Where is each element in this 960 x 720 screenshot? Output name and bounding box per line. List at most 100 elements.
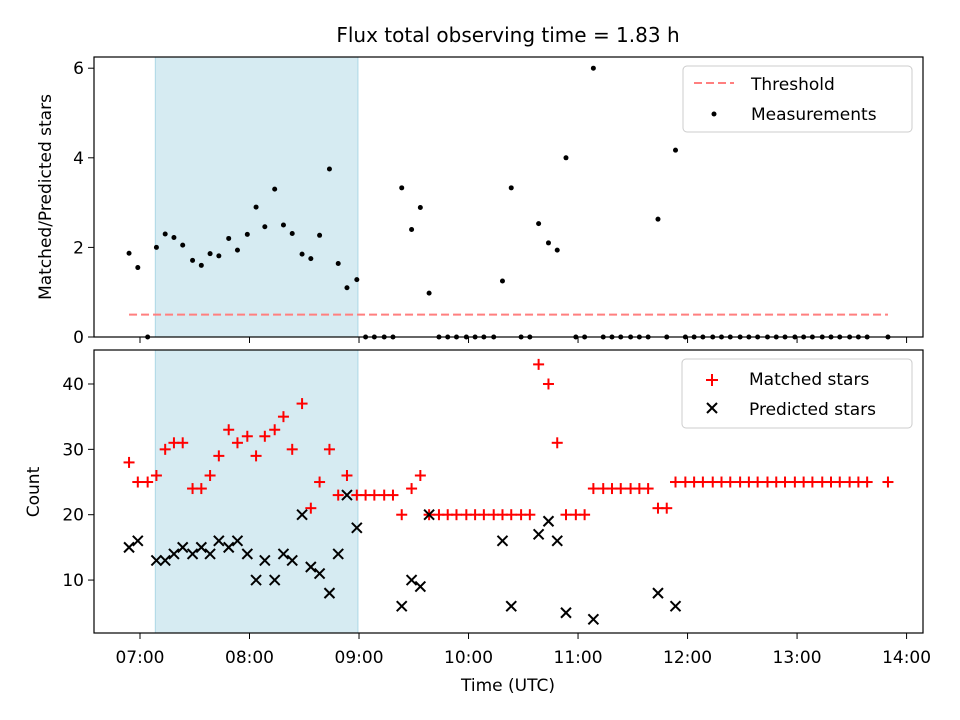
predicted-star-point xyxy=(532,528,545,541)
measurement-point xyxy=(216,253,222,259)
matched-star-point xyxy=(724,476,736,488)
bottom-plot-frame xyxy=(93,349,924,634)
predicted-stars-legend-swatch xyxy=(706,402,718,414)
x-tick-label: 10:00 xyxy=(444,648,493,668)
matched-star-point xyxy=(642,483,654,495)
measurement-point xyxy=(207,251,213,257)
predicted-star-point xyxy=(213,535,225,547)
matched-star-point xyxy=(123,456,135,468)
bottom-y-axis-label: Count xyxy=(24,466,44,517)
measurement-point xyxy=(417,205,423,211)
measurement-point xyxy=(317,232,323,238)
x-axis-label: Time (UTC) xyxy=(460,676,555,696)
predicted-star-point xyxy=(204,548,216,560)
top-shaded-interval xyxy=(154,56,359,338)
matched-star-point xyxy=(806,476,818,488)
measurement-point xyxy=(409,226,415,232)
measurement-point xyxy=(299,251,305,257)
matched-star-point xyxy=(542,378,554,390)
x-tick-label: 13:00 xyxy=(773,648,822,668)
measurement-point xyxy=(289,231,295,237)
measurement-point xyxy=(153,244,159,250)
matched-star-point xyxy=(269,424,281,436)
predicted-star-point xyxy=(313,567,326,580)
top-legend: Threshold Measurements xyxy=(682,65,913,133)
measurement-point xyxy=(162,231,168,237)
top-y-tick-label: 2 xyxy=(73,238,84,258)
matched-star-point xyxy=(406,483,418,495)
bottom-series-layer xyxy=(123,358,894,625)
predicted-star-point xyxy=(186,548,199,560)
measurement-point xyxy=(426,290,432,296)
measurement-point xyxy=(171,235,177,241)
matched-star-point xyxy=(314,476,326,488)
matched-star-point xyxy=(752,476,764,488)
measurement-point xyxy=(499,278,505,284)
predicted-star-point xyxy=(560,607,572,619)
measurement-point xyxy=(655,216,661,222)
measurement-point xyxy=(536,221,542,227)
matched-star-point xyxy=(195,483,207,495)
top-y-tick-label: 4 xyxy=(73,149,84,169)
predicted-star-point xyxy=(332,548,344,560)
predicted-star-point xyxy=(159,554,171,567)
matched-star-point xyxy=(882,476,894,488)
predicted-star-point xyxy=(351,522,363,534)
measurement-point xyxy=(234,247,240,253)
predicted-star-point xyxy=(341,489,353,501)
measurements-legend-swatch xyxy=(711,111,717,117)
predicted-star-point xyxy=(414,580,427,593)
matched-stars-legend-swatch xyxy=(706,374,718,386)
measurement-point xyxy=(262,224,268,230)
predicted-star-point xyxy=(268,574,281,586)
predicted-star-point xyxy=(259,554,271,567)
bottom-legend-box xyxy=(681,358,913,429)
matched-star-point xyxy=(396,509,408,521)
predicted-star-point xyxy=(323,587,336,599)
matched-star-point xyxy=(142,476,154,488)
bottom-panel: 10 20 30 40 Count Matched stars Predicted s… xyxy=(24,349,924,639)
predicted-star-point xyxy=(176,541,189,554)
measurement-point xyxy=(180,242,186,248)
predicted-star-point xyxy=(305,561,317,573)
predicted-star-point xyxy=(222,541,235,554)
measurement-point xyxy=(326,166,332,172)
bottom-shaded-rect xyxy=(154,349,359,634)
matched-star-point xyxy=(697,476,709,488)
measurement-point xyxy=(563,155,569,161)
measurement-point xyxy=(673,147,679,153)
matched-star-point xyxy=(670,476,682,488)
matched-star-point xyxy=(478,509,490,521)
measurement-point xyxy=(126,250,132,256)
matched-star-point xyxy=(615,483,627,495)
predicted-star-point xyxy=(241,548,254,560)
measurement-point xyxy=(244,231,250,237)
x-axis-ticks: 07:00 08:00 09:00 10:00 11:00 12:00 13:00 14:00 xyxy=(115,648,931,668)
matched-star-point xyxy=(524,509,536,521)
measurement-point xyxy=(508,185,514,191)
top-y-axis-label: Matched/Predicted stars xyxy=(36,94,56,300)
predicted-stars-legend-label: Predicted stars xyxy=(749,400,876,420)
predicted-star-point xyxy=(286,554,298,567)
x-tick-label: 07:00 xyxy=(115,648,164,668)
matched-star-point xyxy=(387,489,399,501)
measurement-point xyxy=(198,262,204,268)
measurement-point xyxy=(226,235,232,241)
bottom-y-tick-label: 40 xyxy=(62,375,84,395)
predicted-star-point xyxy=(123,541,135,554)
top-panel: 0 2 4 6 Matched/Predicted stars Threshold M… xyxy=(36,56,924,348)
measurement-point xyxy=(335,261,341,267)
predicted-star-point xyxy=(496,535,509,547)
measurement-point xyxy=(354,277,360,283)
top-y-tick-label: 6 xyxy=(73,59,84,79)
x-tick-label: 09:00 xyxy=(335,648,384,668)
matched-star-point xyxy=(159,443,171,455)
matched-star-point xyxy=(286,443,298,455)
measurement-point xyxy=(135,265,141,271)
measurement-point xyxy=(280,222,286,228)
matched-star-point xyxy=(505,509,517,521)
matched-star-point xyxy=(305,502,317,514)
x-tick-label: 12:00 xyxy=(663,648,712,668)
predicted-star-point xyxy=(505,600,517,612)
